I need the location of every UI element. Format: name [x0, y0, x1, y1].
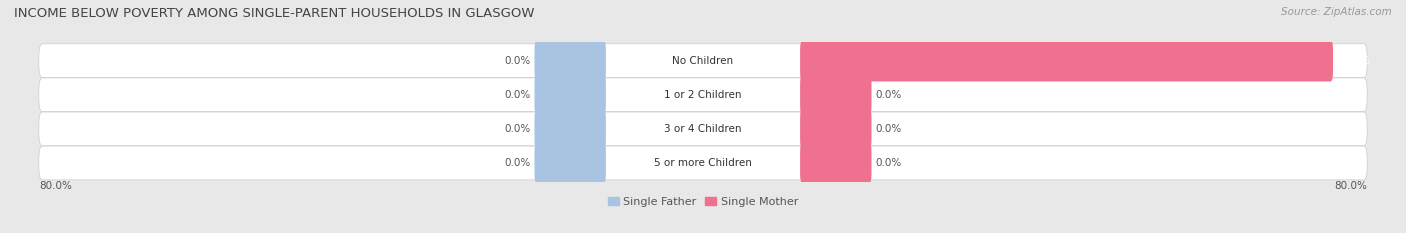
Text: 3 or 4 Children: 3 or 4 Children: [664, 124, 742, 134]
Text: 80.0%: 80.0%: [39, 181, 72, 191]
Text: 0.0%: 0.0%: [505, 158, 530, 168]
Text: 0.0%: 0.0%: [505, 56, 530, 66]
Text: 0.0%: 0.0%: [876, 158, 901, 168]
Text: 0.0%: 0.0%: [505, 124, 530, 134]
Text: INCOME BELOW POVERTY AMONG SINGLE-PARENT HOUSEHOLDS IN GLASGOW: INCOME BELOW POVERTY AMONG SINGLE-PARENT…: [14, 7, 534, 20]
Text: 0.0%: 0.0%: [876, 90, 901, 100]
Text: No Children: No Children: [672, 56, 734, 66]
FancyBboxPatch shape: [39, 112, 1367, 146]
FancyBboxPatch shape: [534, 108, 606, 150]
FancyBboxPatch shape: [800, 142, 872, 184]
Text: 63.6%: 63.6%: [1337, 56, 1371, 66]
FancyBboxPatch shape: [39, 44, 1367, 78]
Text: 0.0%: 0.0%: [876, 124, 901, 134]
Text: 0.0%: 0.0%: [505, 90, 530, 100]
FancyBboxPatch shape: [534, 74, 606, 116]
Text: Source: ZipAtlas.com: Source: ZipAtlas.com: [1281, 7, 1392, 17]
FancyBboxPatch shape: [800, 74, 872, 116]
FancyBboxPatch shape: [534, 40, 606, 82]
FancyBboxPatch shape: [800, 40, 1333, 82]
FancyBboxPatch shape: [800, 108, 872, 150]
Legend: Single Father, Single Mother: Single Father, Single Mother: [607, 197, 799, 207]
Text: 80.0%: 80.0%: [1334, 181, 1367, 191]
FancyBboxPatch shape: [534, 142, 606, 184]
FancyBboxPatch shape: [39, 78, 1367, 112]
Text: 1 or 2 Children: 1 or 2 Children: [664, 90, 742, 100]
Text: 5 or more Children: 5 or more Children: [654, 158, 752, 168]
FancyBboxPatch shape: [39, 146, 1367, 180]
